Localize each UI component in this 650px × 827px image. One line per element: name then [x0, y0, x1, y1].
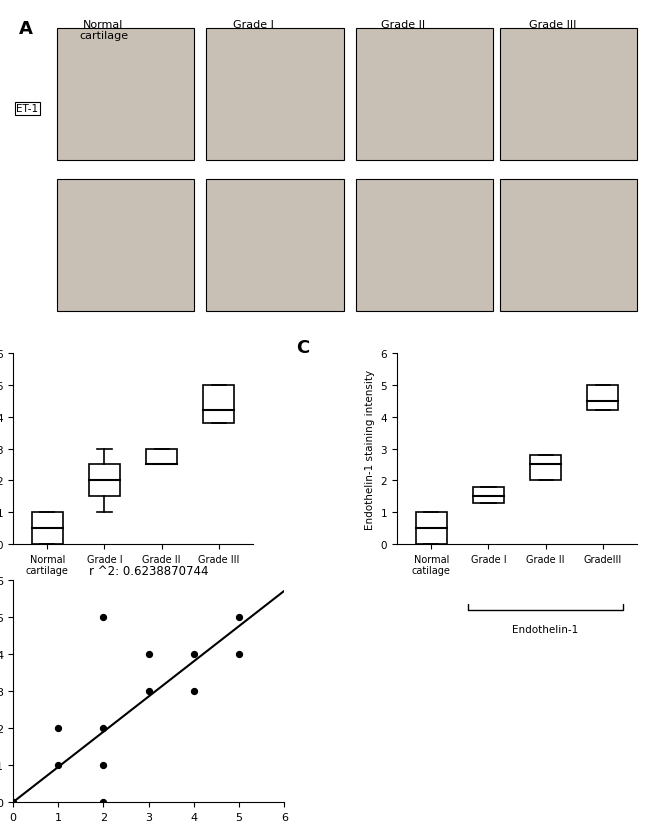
Point [188, 685, 199, 698]
Point [98, 610, 109, 624]
Bar [415, 513, 447, 544]
FancyBboxPatch shape [500, 29, 637, 161]
FancyBboxPatch shape [207, 29, 344, 161]
Point [98, 758, 109, 772]
Point [144, 648, 154, 661]
Bar [530, 456, 562, 480]
Point [53, 721, 64, 734]
Point [144, 685, 154, 698]
Y-axis label: Endothelin-1 staining intensity: Endothelin-1 staining intensity [365, 369, 375, 529]
Text: Grade II: Grade II [381, 20, 425, 30]
Point [98, 721, 109, 734]
FancyBboxPatch shape [57, 29, 194, 161]
FancyBboxPatch shape [57, 179, 194, 312]
Text: Endothelin-1: Endothelin-1 [512, 624, 578, 634]
Bar [587, 385, 618, 411]
Bar [473, 487, 504, 503]
Text: Normal
cartilage: Normal cartilage [79, 20, 128, 41]
Text: ET-1: ET-1 [16, 104, 38, 114]
Text: A: A [20, 20, 33, 37]
Point [53, 758, 64, 772]
Text: Twist: Twist [149, 624, 174, 634]
Bar [203, 385, 235, 423]
FancyBboxPatch shape [356, 179, 493, 312]
Text: C: C [296, 338, 309, 356]
Text: Grade III: Grade III [529, 20, 577, 30]
FancyBboxPatch shape [500, 179, 637, 312]
Bar [88, 465, 120, 497]
FancyBboxPatch shape [356, 29, 493, 161]
Bar [32, 513, 63, 544]
Text: Grade I: Grade I [233, 20, 274, 30]
Point [8, 796, 18, 809]
Bar [146, 449, 177, 465]
Point [234, 610, 244, 624]
Point [188, 648, 199, 661]
Point [98, 796, 109, 809]
Title: r ^2: 0.6238870744: r ^2: 0.6238870744 [89, 565, 209, 577]
FancyBboxPatch shape [207, 179, 344, 312]
Point [234, 648, 244, 661]
